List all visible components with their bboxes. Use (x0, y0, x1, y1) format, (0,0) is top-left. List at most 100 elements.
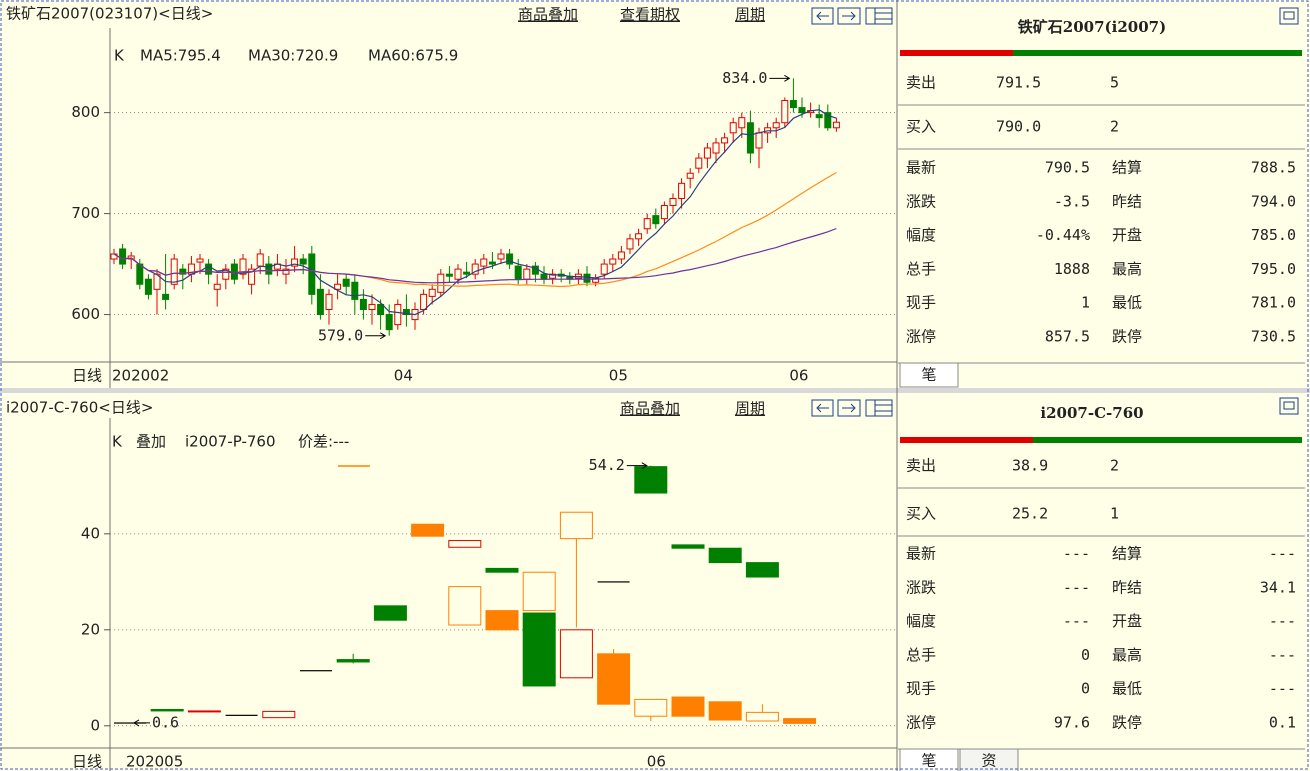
ratio-bar-red (900, 437, 1033, 443)
tab-label[interactable]: 资 (981, 752, 996, 770)
candle-body (299, 258, 307, 265)
candle-body (746, 122, 754, 154)
candle-body (772, 122, 780, 129)
row-value: 0 (1081, 646, 1090, 664)
quote-price: 790.0 (996, 118, 1041, 136)
row-label: 跌停 (1112, 328, 1142, 346)
row-label: 昨结 (1112, 578, 1142, 596)
x-axis-label: 日线 (72, 753, 102, 771)
tab[interactable] (899, 362, 959, 388)
toolbar-link[interactable]: 周期 (735, 6, 765, 24)
candle-body (334, 283, 342, 290)
candle-body (678, 182, 686, 199)
maximize-icon[interactable] (1279, 7, 1299, 25)
row-value: --- (1269, 646, 1296, 664)
row-label: 涨跌 (906, 192, 936, 210)
candle-body (448, 540, 482, 548)
candle-body (745, 562, 779, 578)
row-value: 794.0 (1251, 192, 1296, 210)
icon-left[interactable] (811, 7, 834, 25)
tab[interactable] (899, 748, 959, 771)
candle-body (463, 271, 471, 275)
toolbar-link[interactable]: 商品叠加 (620, 400, 680, 418)
icon-right[interactable] (837, 399, 861, 417)
candle-body (150, 708, 184, 712)
candle-body (373, 605, 407, 621)
maximize-icon[interactable] (1279, 397, 1299, 415)
candle-body (256, 253, 264, 267)
candle-body (300, 670, 332, 672)
candle-body (437, 273, 445, 293)
icon-layout[interactable] (865, 399, 893, 417)
candle-body (336, 659, 370, 663)
candle-body (783, 718, 817, 724)
candle-body (703, 147, 711, 159)
tab[interactable] (959, 748, 1019, 771)
toolbar-icons[interactable] (811, 399, 893, 417)
icon-arrow (842, 403, 856, 413)
row-label: 开盘 (1112, 612, 1142, 630)
candle-body (522, 612, 556, 687)
candle-body (488, 261, 496, 265)
x-tick-label: 06 (789, 367, 808, 385)
row-value: --- (1063, 545, 1090, 563)
annotation-arrow (365, 332, 387, 340)
annotation: 0.6 (152, 713, 179, 731)
candle-body (454, 268, 462, 280)
icon-layout[interactable] (865, 7, 893, 25)
candle-body (635, 233, 643, 240)
row-label: 总手 (906, 646, 936, 664)
row-value: --- (1063, 578, 1090, 596)
candle-body (213, 283, 221, 290)
candle-body (497, 253, 505, 260)
row-value: 790.5 (1045, 159, 1090, 177)
candle-body (643, 218, 651, 230)
candle-body (428, 288, 436, 297)
row-label: 结算 (1112, 545, 1142, 563)
candle-body (789, 100, 797, 109)
y-tick-label: 20 (81, 620, 100, 638)
x-axis-label: 日线 (72, 367, 102, 385)
icon-arrow (816, 11, 829, 21)
legend-item: i2007-P-760 (185, 433, 276, 451)
quote-label: 卖出 (906, 74, 936, 92)
row-value: 795.0 (1251, 260, 1296, 278)
annotation-arrow (133, 719, 150, 727)
toolbar-link[interactable]: 周期 (735, 400, 765, 418)
candle-body (634, 698, 668, 717)
candle-body (798, 107, 806, 114)
quote-qty: 2 (1110, 118, 1119, 136)
candle-body (712, 142, 720, 154)
candle-body (262, 710, 296, 719)
candle-body (144, 278, 152, 295)
candle-body (308, 253, 316, 295)
x-tick-label: 06 (647, 753, 666, 771)
icon-left[interactable] (811, 399, 834, 417)
row-label: 最新 (906, 159, 936, 177)
y-tick-label: 800 (71, 103, 100, 121)
candle-body (291, 258, 299, 267)
row-value: 785.0 (1251, 226, 1296, 244)
quote-qty: 2 (1110, 457, 1119, 475)
toolbar-link[interactable]: 商品叠加 (518, 6, 578, 24)
icon-right[interactable] (837, 7, 861, 25)
toolbar-link[interactable]: 查看期权 (620, 6, 680, 24)
x-tick-label: 202002 (112, 367, 169, 385)
candle-body (815, 114, 823, 119)
row-value: 97.6 (1054, 714, 1090, 732)
toolbar-icons[interactable] (811, 7, 893, 25)
legend-item: 叠加 (136, 433, 166, 451)
quote-label: 买入 (906, 118, 936, 136)
annotation: 579.0 (318, 326, 363, 344)
y-tick-label: 600 (71, 305, 100, 323)
legend-item: MA30:720.9 (248, 47, 338, 65)
tab-label[interactable]: 笔 (921, 752, 936, 770)
candle-body (559, 511, 593, 540)
candle-body (669, 197, 677, 207)
tab-label[interactable]: 笔 (921, 366, 936, 384)
ratio-bar-red (900, 50, 1013, 56)
candle-body (119, 248, 127, 265)
row-label: 最高 (1112, 260, 1142, 278)
quote-price: 791.5 (996, 74, 1041, 92)
